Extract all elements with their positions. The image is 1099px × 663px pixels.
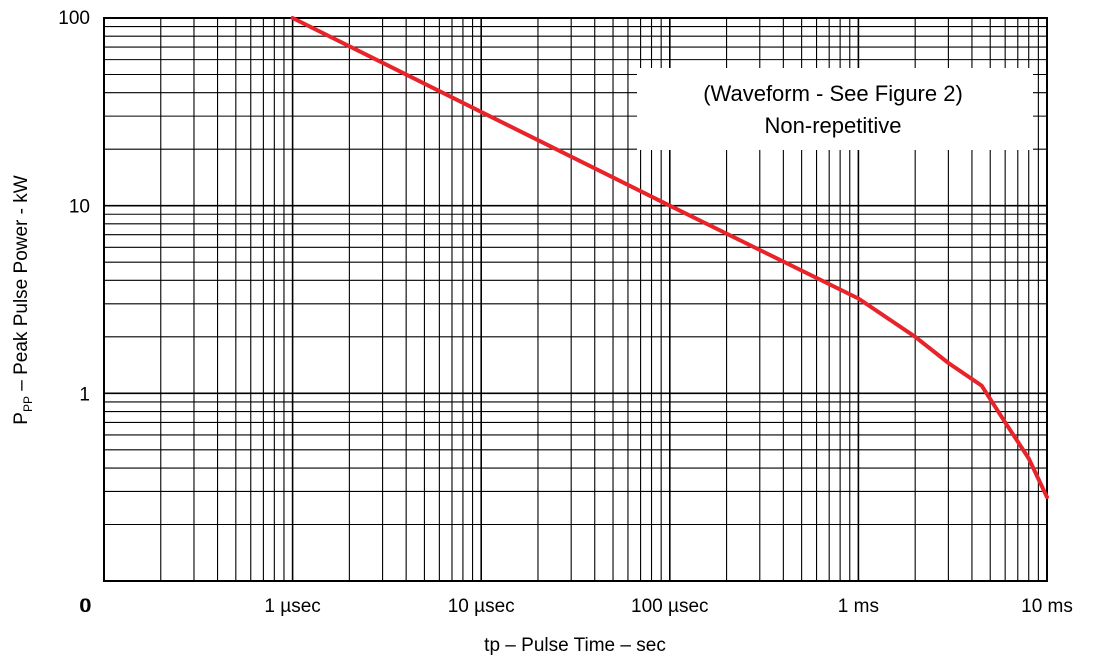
plot-frame [103,17,1048,582]
y-tick-label: 10 [69,197,90,218]
x-tick-label: 100 µsec [631,596,709,617]
grid [104,18,1047,581]
x-tick-label: 10 µsec [448,596,515,617]
y-axis-title: PPP – Peak Pulse Power - kW [11,175,35,424]
y-axis-title-main: P [11,412,32,425]
y-axis-title-subscript: PP [21,396,35,412]
annotation-line-2: Non-repetitive [765,113,902,138]
y-tick-labels: 0 1 10 100 [58,8,90,617]
x-tick-labels: 0 1 µsec 10 µsec 100 µsec 1 ms 10 ms [81,596,1073,617]
y-tick-label: 1 [79,384,90,405]
x-tick-label: 1 ms [838,596,879,617]
annotation-box [637,68,1033,150]
y-tick-label: 0 [79,596,90,617]
series-line-0 [290,16,1049,500]
x-tick-label: 10 ms [1021,596,1073,617]
annotation-line-1: (Waveform - See Figure 2) [703,81,963,106]
x-axis-title: tp – Pulse Time – sec [484,635,666,656]
y-tick-label: 100 [58,8,90,29]
x-tick-label: 1 µsec [264,596,320,617]
y-axis-title-rest: – Peak Pulse Power - kW [11,175,32,396]
series-layer [290,16,1049,500]
x-tick-label: 0 [81,596,92,617]
